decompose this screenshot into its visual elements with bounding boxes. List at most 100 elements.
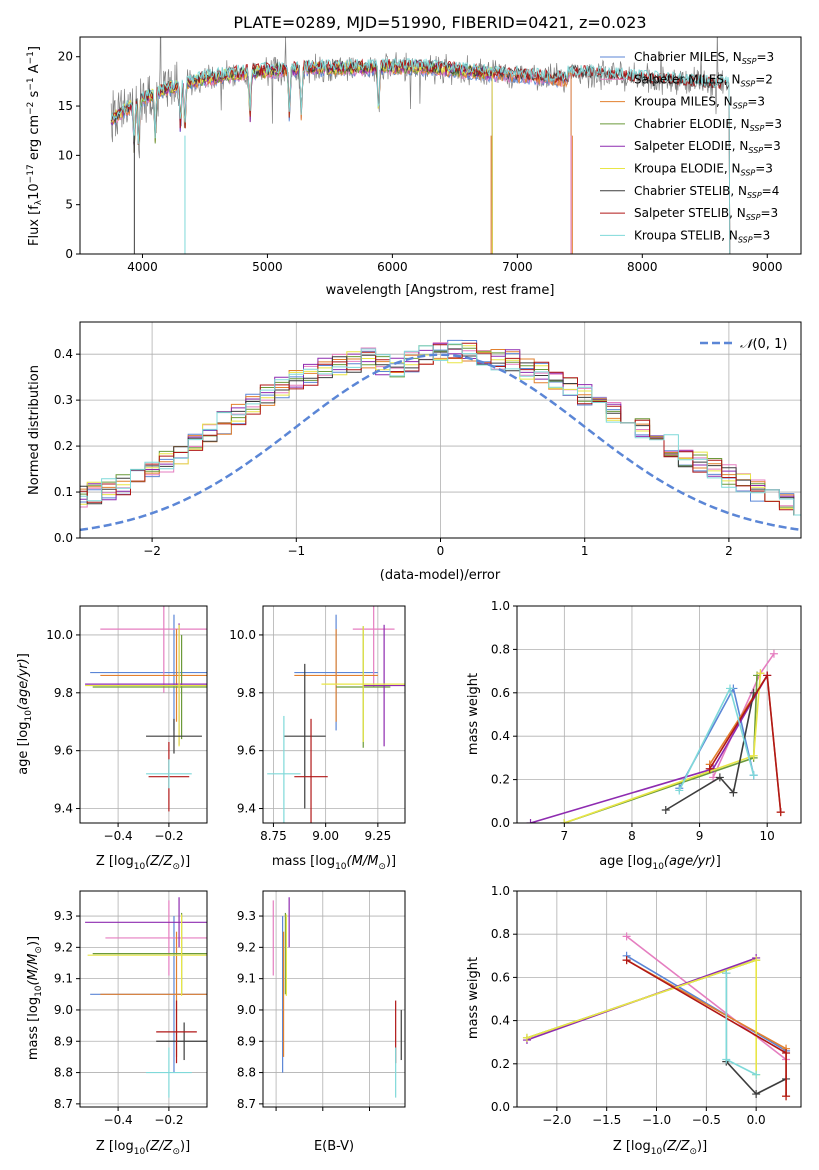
x-tick-label: −0.2 xyxy=(154,1113,183,1127)
y-tick-label: 0 xyxy=(65,247,73,261)
axes-frame xyxy=(262,890,406,1108)
x-tick-label: 0 xyxy=(437,544,445,558)
x-axis-label-arg: (Z/Z xyxy=(662,1139,690,1154)
x-axis-label: mass [log10(M/M⊙)] xyxy=(272,854,396,872)
errorbar-5 xyxy=(363,624,405,747)
x-axis-label-sub: 10 xyxy=(134,862,146,872)
y-tick-label: 9.4 xyxy=(237,802,256,816)
y-tick-label: 0.2 xyxy=(54,439,73,453)
y-tick-label: 8.7 xyxy=(54,1097,73,1111)
normal-reference-curve xyxy=(80,353,801,532)
y-tick-label: 8.9 xyxy=(237,1034,256,1048)
y-axis-label: Flux [fλ10−17 erg cm−2 s−1 A−1] xyxy=(26,46,44,246)
y-tick-label: 0.3 xyxy=(54,393,73,407)
weight-marker xyxy=(756,669,765,678)
y-tick-label: 8.8 xyxy=(54,1066,73,1080)
y-axis-label-text: mass [log xyxy=(26,997,41,1060)
x-tick-label: −0.2 xyxy=(154,829,183,843)
legend-label-args: (0, 1) xyxy=(752,337,787,352)
x-tick-label: 4000 xyxy=(127,260,158,274)
y-axis-label-sub: 10 xyxy=(34,985,44,997)
weight-line-7 xyxy=(665,692,755,811)
weight-marker xyxy=(752,956,761,965)
weight-marker xyxy=(749,751,758,760)
y-axis-label: age [log10(age/yr)] xyxy=(16,653,34,775)
legend-label-sub: SSP xyxy=(741,169,756,178)
x-axis-label-sub: 10 xyxy=(134,1147,146,1157)
legend-label-sub: SSP xyxy=(748,146,763,155)
model-spectrum-8 xyxy=(110,58,731,254)
axes-frame xyxy=(516,605,802,824)
legend-label-tail: =3 xyxy=(760,206,778,220)
y-tick-label: 9.2 xyxy=(237,940,256,954)
y-label-exp: −17 xyxy=(26,164,36,183)
y-tick-label: 0.2 xyxy=(491,773,510,787)
x-axis-label-sub: 10 xyxy=(335,862,347,872)
weight-marker xyxy=(763,671,772,680)
y-tick-label: 9.0 xyxy=(237,1003,256,1017)
x-tick-label: 9000 xyxy=(752,260,783,274)
legend-label-tail: =3 xyxy=(756,50,774,64)
legend-label-1: Chabrier MILES, NSSP=3 xyxy=(634,50,774,66)
y-axis-label-arg: (M/M xyxy=(26,954,41,986)
y-tick-label: 0.0 xyxy=(491,816,510,830)
y-label-exp: −2 xyxy=(26,102,36,115)
spectrum-panel: 4000 5000 6000 7000 8000 9000 0 5 10 15 20 Chabrier… xyxy=(26,36,802,298)
histogram-series-9 xyxy=(80,343,801,516)
histogram-series-3 xyxy=(80,349,801,516)
x-tick-label: 9.00 xyxy=(312,829,339,843)
y-axis-label-post: ] xyxy=(16,653,31,658)
x-tick-label: 1 xyxy=(581,544,589,558)
legend-label-5: Salpeter ELODIE, NSSP=3 xyxy=(634,139,781,155)
plot-area xyxy=(272,897,402,1098)
y-label-a: A xyxy=(27,64,42,77)
legend-label-tail: =3 xyxy=(755,162,773,176)
y-tick-label: 9.0 xyxy=(54,1003,73,1017)
legend-label-tail: =3 xyxy=(764,117,782,131)
x-axis-label: age [log10(age/yr)] xyxy=(599,854,721,872)
axes-frame xyxy=(262,605,406,824)
y-tick-label: 9.1 xyxy=(54,972,73,986)
axes-frame xyxy=(79,605,208,824)
x-tick-label: −2.0 xyxy=(542,1113,571,1127)
legend-label-4: Chabrier ELODIE, NSSP=3 xyxy=(634,117,782,133)
y-tick-label: 0.8 xyxy=(491,927,510,941)
errorbar-3 xyxy=(294,629,378,722)
legend-label-2: Salpeter MILES, NSSP=2 xyxy=(634,72,773,88)
weight-marker xyxy=(622,956,631,965)
y-axis-label-text: age [log xyxy=(16,722,31,775)
weight-marker xyxy=(776,808,785,817)
weight-marker xyxy=(661,805,670,814)
legend-label-main: Kroupa ELODIE, N xyxy=(634,162,741,176)
errorbar-6 xyxy=(85,624,207,747)
axes-frame xyxy=(79,890,208,1108)
x-tick-label: 8 xyxy=(628,829,636,843)
errorbar-2 xyxy=(105,900,207,976)
legend-label-tail: =3 xyxy=(747,95,765,109)
legend-label-tail: =3 xyxy=(763,139,781,153)
model-spectrum-1 xyxy=(110,63,572,254)
y-axis-label-post: )] xyxy=(26,936,41,946)
x-axis-label-post: )] xyxy=(180,1139,190,1154)
weight-marker xyxy=(722,969,731,978)
x-axis-label: Z [log10(Z/Z⊙)] xyxy=(613,1139,707,1157)
y-tick-label: 0.4 xyxy=(54,347,73,361)
legend-label-sub: SSP xyxy=(738,235,753,244)
legend-label-main: Salpeter STELIB, N xyxy=(634,206,746,220)
weight-marker xyxy=(526,819,535,823)
histogram-series-6 xyxy=(80,345,801,516)
histogram-series-1 xyxy=(80,339,801,516)
y-tick-label: 9.4 xyxy=(54,802,73,816)
x-tick-label: −0.5 xyxy=(692,1113,721,1127)
legend-label-tail: =2 xyxy=(755,72,773,86)
errorbar-9 xyxy=(146,759,192,789)
errorbar-5 xyxy=(85,897,207,948)
legend-label-main: Kroupa MILES, N xyxy=(634,95,733,109)
legend-label-main: Chabrier MILES, N xyxy=(634,50,742,64)
x-axis-label: Z [log10(Z/Z⊙)] xyxy=(96,854,190,872)
legend-label-main: Chabrier STELIB, N xyxy=(634,184,747,198)
legend-label-9: Kroupa STELIB, NSSP=3 xyxy=(634,228,770,244)
